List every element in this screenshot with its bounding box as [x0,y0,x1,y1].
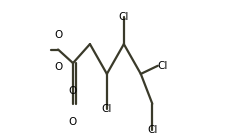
Text: Cl: Cl [118,12,128,22]
Text: Cl: Cl [101,104,112,114]
Text: O: O [69,86,77,96]
Text: Cl: Cl [146,125,157,135]
Text: O: O [69,117,77,127]
Text: Cl: Cl [157,61,167,71]
Text: O: O [54,30,62,40]
Text: O: O [54,62,62,72]
